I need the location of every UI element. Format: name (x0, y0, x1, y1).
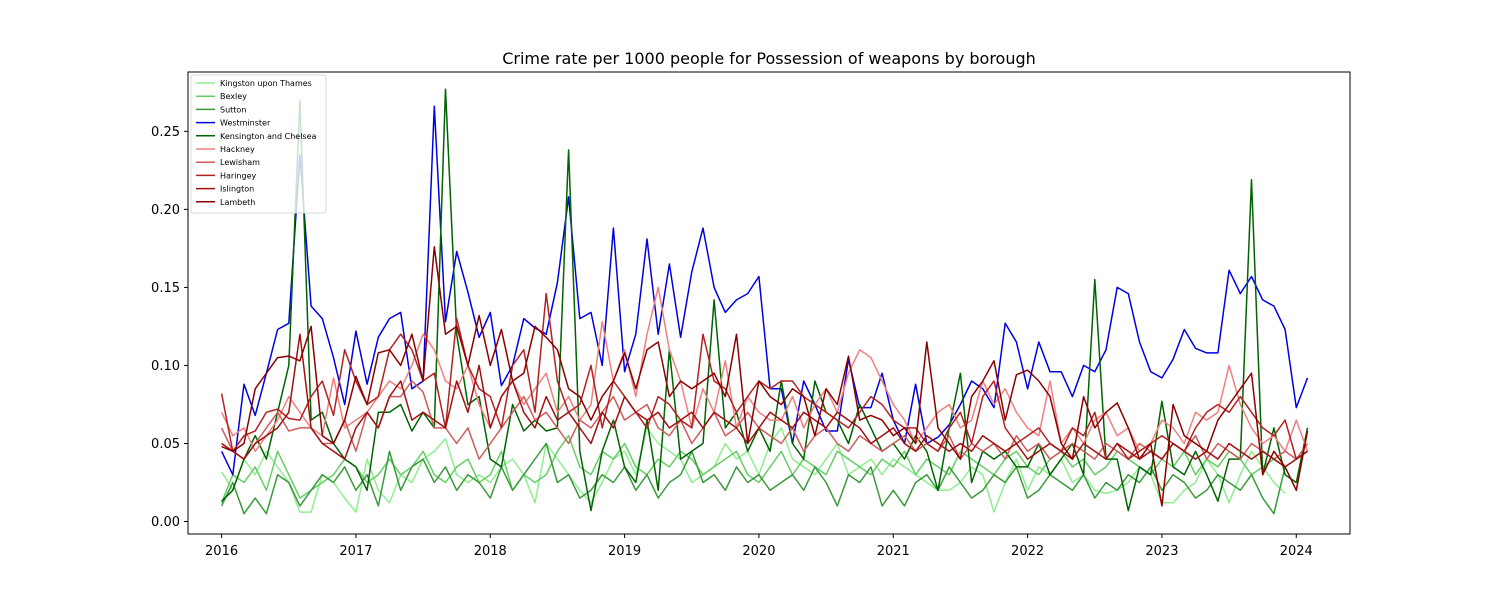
x-tick-label: 2021 (877, 544, 910, 559)
legend-label: Sutton (220, 105, 246, 114)
legend-label: Lambeth (220, 198, 255, 207)
series-line-kingston-upon-thames (220, 427, 1286, 513)
series-line-lambeth (221, 246, 1309, 507)
x-tick-label: 2022 (1011, 544, 1044, 559)
x-tick-label: 2017 (339, 544, 372, 559)
x-axis: 2016 2017 2018 2019 2020 2021 2022 2023 2024 (205, 534, 1313, 559)
x-tick-label: 2016 (205, 544, 238, 559)
series-line-kensington-and-chelsea (221, 88, 1309, 512)
x-tick-label: 2019 (608, 544, 641, 559)
legend-box (190, 74, 327, 214)
legend-label: Westminster (220, 119, 271, 128)
chart-title: Crime rate per 1000 people for Possessio… (502, 49, 1036, 68)
legend-label: Bexley (220, 92, 247, 101)
legend-label: Islington (220, 185, 254, 194)
x-tick-label: 2023 (1145, 544, 1178, 559)
legend-label: Hackney (220, 145, 255, 154)
series-line-sutton (220, 442, 1286, 515)
y-tick-label: 0.25 (151, 125, 180, 140)
y-axis: 0.00 0.05 0.10 0.15 0.20 0.25 (151, 125, 188, 530)
plot-frame (187, 71, 1351, 535)
y-tick-label: 0.05 (151, 437, 180, 452)
legend-label: Kingston upon Thames (220, 79, 312, 88)
legend-label: Haringey (220, 171, 257, 180)
y-tick-label: 0.15 (151, 281, 180, 296)
series-line-lewisham (220, 380, 1309, 460)
legend: Kingston upon Thames Bexley Sutton Westmins… (190, 74, 327, 214)
y-tick-label: 0.10 (151, 359, 180, 374)
legend-label: Lewisham (220, 158, 260, 167)
series-line-haringey (220, 292, 1308, 460)
x-tick-label: 2020 (742, 544, 775, 559)
x-tick-label: 2024 (1280, 544, 1313, 559)
legend-label: Kensington and Chelsea (220, 132, 317, 141)
series-line-islington (221, 333, 1308, 468)
y-tick-label: 0.00 (151, 515, 180, 530)
x-tick-label: 2018 (474, 544, 507, 559)
series-line-westminster (220, 105, 1309, 476)
y-tick-label: 0.20 (151, 203, 180, 218)
series-lines (220, 88, 1309, 515)
